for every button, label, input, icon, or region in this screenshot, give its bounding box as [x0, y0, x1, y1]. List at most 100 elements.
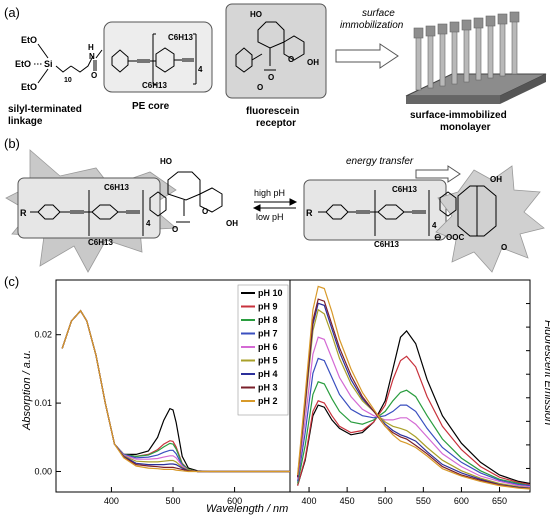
high-ph-label: high pH: [254, 188, 285, 198]
monolayer-rod: [415, 35, 422, 91]
monolayer-rod: [475, 25, 482, 81]
atom-n-1: N: [89, 52, 95, 61]
emission-plot: [297, 285, 531, 490]
atom-oh: OH: [307, 58, 319, 67]
emission-series-ph-2: [297, 285, 531, 490]
atom-ooc: OOC: [446, 233, 464, 242]
x-tick-label: 600: [227, 496, 242, 506]
x-tick-label: 450: [340, 496, 355, 506]
monolayer-label-line2: monolayer: [440, 122, 491, 133]
atom-repeat-4: 4: [198, 65, 203, 74]
atom-n-h-1: H: [88, 43, 94, 52]
receptor-label-line2: receptor: [256, 118, 296, 129]
atom-ho: HO: [250, 10, 262, 19]
atom-o-urea: O: [91, 71, 97, 80]
atom-r-left: R: [20, 208, 27, 218]
monolayer-rod: [487, 23, 494, 79]
structure-left: [30, 171, 223, 236]
legend-label: pH 6: [258, 342, 278, 352]
legend-label: pH 8: [258, 315, 278, 325]
legend-label: pH 2: [258, 396, 278, 406]
x-tick-label: 400: [302, 496, 317, 506]
monolayer-label-line1: surface-immobilized: [410, 110, 507, 121]
absorption-plot: [61, 309, 290, 473]
atom-eto-2: EtO: [15, 59, 31, 69]
emission-series-ph-6: [297, 336, 531, 488]
atom-eto-1: EtO: [21, 35, 37, 45]
monolayer-rod-head: [473, 17, 484, 29]
emission-series-ph-9: [297, 355, 531, 486]
emission-series-ph-5: [297, 308, 531, 489]
x-tick-label: 550: [416, 496, 431, 506]
energy-transfer-label: energy transfer: [346, 156, 414, 167]
atom-repeat-right: 4: [432, 221, 437, 230]
monolayer-rod: [499, 21, 506, 77]
immobilization-label-line1: surface: [362, 8, 395, 19]
y-tick-label: 0.02: [34, 330, 52, 340]
atom-negative-charge: ⊖: [434, 232, 442, 242]
atom-subscript-10: 10: [64, 77, 72, 84]
monolayer-rod: [511, 19, 518, 75]
panel-b-label: (b): [4, 136, 20, 151]
atom-c6h13-right-top: C6H13: [392, 185, 417, 194]
monolayer-rod: [439, 31, 446, 87]
receptor-structure: [235, 21, 305, 73]
atom-c6h13-bottom: C6H13: [142, 81, 167, 90]
monolayer-rod-head: [485, 15, 496, 27]
legend-label: pH 9: [258, 302, 278, 312]
linkage-bonds: [34, 43, 94, 84]
emission-series-ph-3: [297, 298, 531, 490]
legend-label: pH 4: [258, 369, 278, 379]
monolayer-rod-head: [437, 23, 448, 35]
legend-label: pH 10: [258, 288, 283, 298]
low-ph-label: low pH: [256, 212, 284, 222]
structure-right: [318, 185, 497, 237]
y-tick-label: 0.01: [34, 398, 52, 408]
atom-ho-left: HO: [160, 157, 172, 166]
atom-o-ring: O: [288, 55, 294, 64]
monolayer-rod: [463, 27, 470, 83]
linkage-label-line1: silyl-terminated: [8, 104, 82, 115]
emission-series-ph-4: [297, 302, 531, 489]
pe-core-box: [103, 21, 213, 93]
atom-o-carbonyl: O: [257, 83, 263, 92]
monolayer-rod-head: [497, 13, 508, 25]
atom-oh-right: OH: [490, 175, 502, 184]
monolayer-rod: [427, 33, 434, 89]
y-axis-label-absorption: Absorption / a.u.: [21, 350, 33, 431]
receptor-label-line1: fluorescein: [246, 106, 299, 117]
monolayer-rod-head: [425, 25, 436, 37]
atom-repeat-left: 4: [146, 219, 151, 228]
monolayer-rod: [451, 29, 458, 85]
monolayer-rod-head: [461, 19, 472, 31]
monolayer-rod-head: [413, 27, 424, 39]
energy-transfer-arrow: [415, 165, 461, 183]
panel-a-label: (a): [4, 5, 20, 20]
atom-o-right: O: [501, 243, 507, 252]
atom-c6h13-left-top: C6H13: [104, 183, 129, 192]
monolayer-illustration: [405, 11, 547, 104]
monolayer-rod-head: [509, 11, 520, 23]
x-tick-label: 500: [378, 496, 393, 506]
atom-o-left-1: O: [202, 207, 208, 216]
x-axis-label: Wavelength / nm: [206, 503, 288, 515]
panel-c-label: (c): [4, 274, 19, 289]
immobilization-arrow: [335, 43, 399, 69]
immobilization-label-line2: immobilization: [340, 20, 404, 31]
monolayer-rod-head: [449, 21, 460, 33]
atom-si: Si: [44, 59, 53, 69]
x-tick-label: 500: [165, 496, 180, 506]
legend-label: pH 3: [258, 383, 278, 393]
emission-series-ph-7: [297, 357, 531, 487]
emission-series-ph-10: [297, 329, 531, 486]
atom-r-right: R: [306, 208, 313, 218]
axes: 0.00 0.01 0.02 400 500 600 400 450 500 550 600 650: [34, 303, 530, 506]
emission-series-ph-8: [297, 381, 531, 487]
legend: pH 10 pH 9 pH 8 pH 7 pH 6 pH 5 pH 4 pH 3 pH 2: [237, 284, 289, 416]
atom-o-lactone: O: [268, 73, 274, 82]
atom-c6h13-left-bottom: C6H13: [88, 238, 113, 247]
x-tick-label: 650: [492, 496, 507, 506]
legend-label: pH 7: [258, 329, 278, 339]
atom-eto-3: EtO: [21, 82, 37, 92]
